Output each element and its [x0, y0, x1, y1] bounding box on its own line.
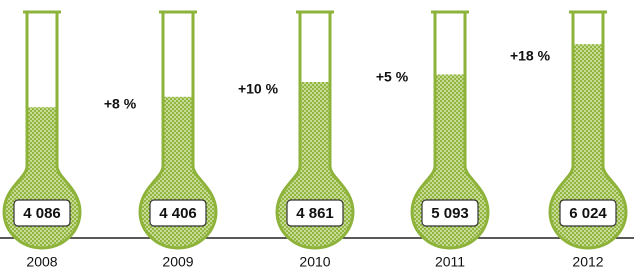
flask-fill: [410, 74, 490, 260]
flask-fill: [275, 82, 355, 260]
x-tick-label: 2012: [572, 254, 603, 270]
x-tick-label: 2008: [26, 254, 57, 270]
value-label: 4 086: [23, 205, 61, 222]
x-tick-label: 2009: [162, 254, 193, 270]
value-label: 6 024: [569, 205, 607, 222]
value-label: 5 093: [431, 205, 469, 222]
value-label: 4 861: [296, 205, 334, 222]
value-label: 4 406: [159, 205, 197, 222]
x-tick-label: 2010: [299, 254, 330, 270]
x-tick-label: 2011: [435, 254, 465, 270]
growth-annotation: +8 %: [104, 96, 137, 112]
growth-annotation: +10 %: [238, 81, 279, 97]
flask-fill: [548, 44, 628, 260]
chart: 4 086 2008 4 406 2009 4 861 2010 5 093 2011 6 02…: [0, 0, 634, 271]
growth-annotation: +5 %: [376, 69, 409, 85]
growth-annotation: +18 %: [510, 48, 551, 64]
